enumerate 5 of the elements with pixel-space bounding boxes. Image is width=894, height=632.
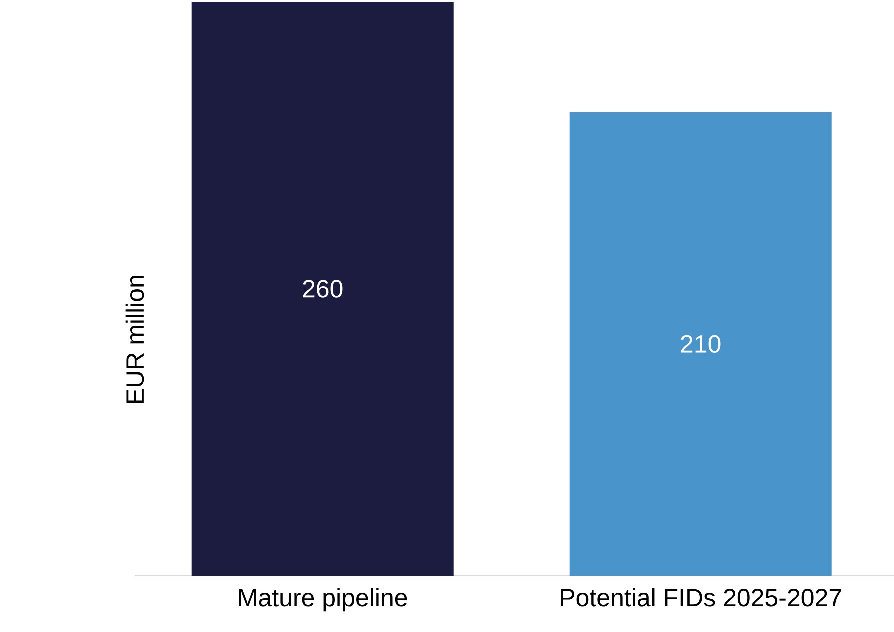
- x-tick-label: Mature pipeline: [239, 588, 408, 612]
- data-label: 260: [303, 280, 343, 298]
- data-label: 210: [681, 335, 721, 354]
- y-axis-title: EUR million: [126, 276, 144, 404]
- x-tick-label: Potential FIDs 2025-2027: [561, 588, 842, 607]
